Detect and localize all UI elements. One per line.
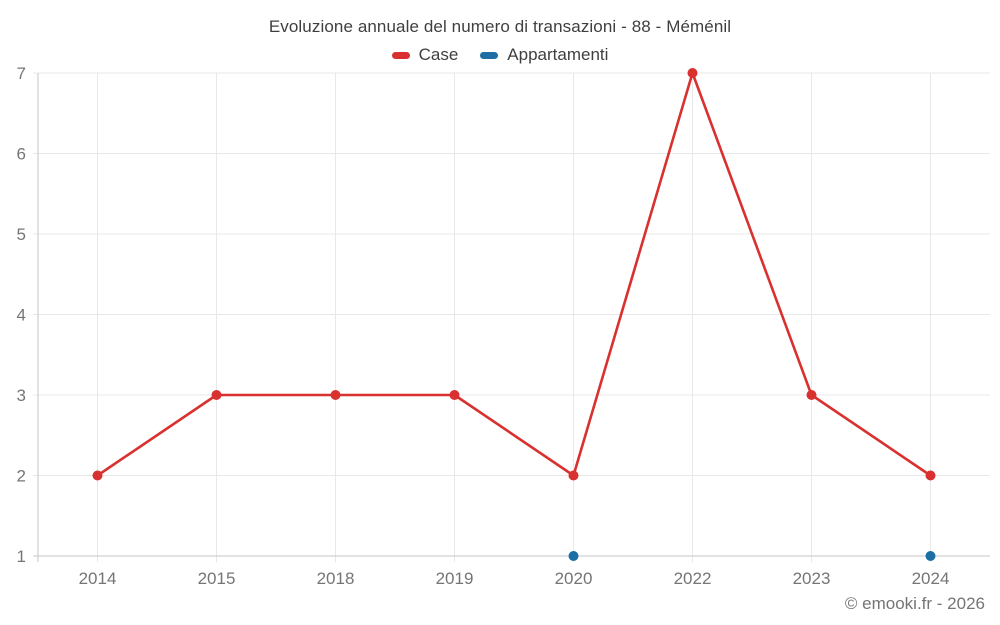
legend-item-case[interactable]: Case: [391, 45, 459, 65]
data-point-case-2015[interactable]: [211, 390, 222, 400]
data-point-case-2022[interactable]: [687, 68, 698, 78]
copyright-credit: © emooki.fr - 2026: [844, 594, 985, 613]
series-line-case: [572, 71, 694, 477]
legend-swatch-icon: [391, 51, 410, 59]
chart-legend: Case Appartamenti: [0, 45, 1000, 65]
data-point-case-2024[interactable]: [925, 470, 936, 481]
x-tick-label: 2024: [912, 569, 950, 588]
data-point-case-2019[interactable]: [449, 390, 460, 400]
legend-item-appartamenti[interactable]: Appartamenti: [480, 45, 608, 65]
series-line-case: [96, 393, 218, 477]
data-point-appartamenti-2020[interactable]: [568, 551, 579, 561]
y-tick-label: 1: [17, 547, 26, 566]
y-tick-label: 4: [17, 306, 26, 325]
data-point-case-2014[interactable]: [92, 470, 103, 481]
series-line-case: [453, 393, 575, 477]
data-point-case-2023[interactable]: [806, 390, 817, 400]
legend-label: Appartamenti: [507, 45, 609, 64]
y-tick-label: 6: [17, 145, 26, 164]
y-tick-label: 7: [17, 64, 26, 83]
x-tick-label: 2023: [793, 569, 831, 588]
data-point-case-2018[interactable]: [330, 390, 341, 400]
series-line-case: [810, 393, 932, 477]
x-tick-label: 2014: [79, 569, 117, 588]
x-tick-label: 2020: [555, 569, 593, 588]
x-tick-label: 2019: [436, 569, 474, 588]
data-point-appartamenti-2024[interactable]: [925, 551, 936, 561]
y-tick-label: 2: [17, 467, 26, 486]
x-tick-label: 2022: [674, 569, 712, 588]
legend-label: Case: [418, 45, 459, 64]
chart-title: Evoluzione annuale del numero di transaz…: [268, 17, 732, 36]
data-point-case-2020[interactable]: [568, 470, 579, 481]
y-tick-label: 3: [17, 386, 26, 405]
x-tick-label: 2015: [198, 569, 236, 588]
legend-swatch-icon: [480, 51, 499, 59]
x-tick-label: 2018: [317, 569, 355, 588]
y-tick-label: 5: [17, 225, 26, 244]
series-line-case: [691, 71, 813, 397]
